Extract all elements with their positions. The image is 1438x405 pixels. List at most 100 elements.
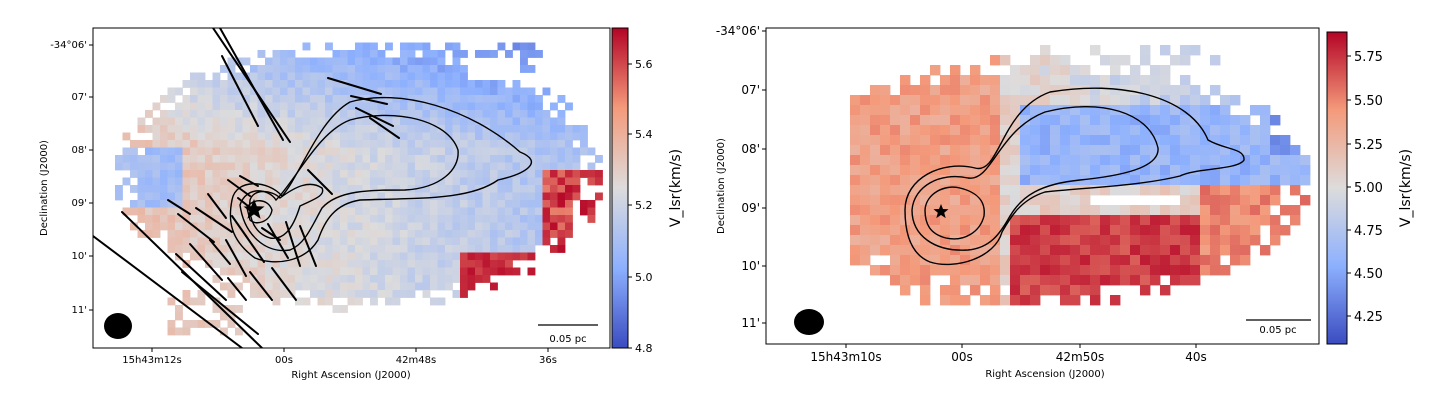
velocity-pixel — [512, 185, 521, 193]
velocity-pixel — [407, 252, 416, 261]
velocity-pixel — [347, 72, 356, 81]
velocity-pixel — [580, 200, 588, 208]
velocity-pixel — [490, 252, 498, 261]
velocity-pixel — [400, 215, 408, 223]
velocity-pixel — [467, 110, 476, 118]
velocity-pixel — [287, 200, 296, 208]
velocity-pixel — [520, 102, 528, 111]
velocity-pixel — [1020, 65, 1031, 76]
velocity-pixel — [960, 115, 971, 126]
velocity-pixel — [490, 155, 498, 163]
velocity-pixel — [340, 177, 348, 186]
velocity-pixel — [490, 215, 498, 223]
velocity-pixel — [930, 115, 941, 126]
velocity-pixel — [1250, 235, 1261, 246]
velocity-pixel — [220, 237, 228, 246]
velocity-pixel — [960, 225, 971, 236]
velocity-pixel — [482, 200, 491, 208]
velocity-pixel — [535, 177, 543, 186]
velocity-pixel — [152, 230, 161, 238]
velocity-pixel — [280, 50, 288, 58]
velocity-pixel — [1160, 205, 1171, 216]
velocity-pixel — [1080, 95, 1091, 106]
velocity-pixel — [1070, 225, 1081, 236]
velocity-pixel — [235, 282, 243, 291]
velocity-pixel — [437, 57, 446, 66]
velocity-pixel — [415, 267, 423, 276]
velocity-pixel — [1050, 165, 1061, 176]
velocity-pixel — [460, 252, 468, 261]
velocity-pixel — [870, 115, 881, 126]
velocity-pixel — [377, 185, 386, 193]
velocity-pixel — [355, 162, 363, 171]
velocity-pixel — [220, 260, 228, 268]
velocity-pixel — [295, 110, 303, 118]
velocity-pixel — [347, 230, 356, 238]
velocity-pixel — [160, 117, 168, 126]
y-axis-left — [89, 44, 93, 311]
velocity-pixel — [332, 252, 341, 261]
velocity-pixel — [1170, 115, 1181, 126]
velocity-pixel — [1200, 205, 1211, 216]
velocity-pixel — [900, 275, 911, 286]
velocity-pixel — [445, 72, 453, 81]
velocity-pixel — [990, 205, 1001, 216]
velocity-pixel — [445, 215, 453, 223]
velocity-pixel — [980, 105, 991, 116]
velocity-pixel — [250, 102, 258, 111]
velocity-pixel — [310, 252, 318, 261]
velocity-pixel — [452, 125, 461, 133]
velocity-pixel — [227, 117, 236, 126]
velocity-pixel — [400, 57, 408, 66]
velocity-pixel — [197, 290, 206, 298]
velocity-pixel — [302, 282, 311, 291]
velocity-pixel — [212, 117, 221, 126]
velocity-pixel — [1270, 165, 1281, 176]
velocity-pixel — [482, 162, 491, 171]
velocity-pixel — [557, 125, 566, 133]
velocity-pixel — [160, 207, 168, 216]
velocity-pixel — [1140, 155, 1151, 166]
velocity-pixel — [910, 165, 921, 176]
velocity-pixel — [970, 275, 981, 286]
velocity-pixel — [332, 282, 341, 291]
velocity-pixel — [272, 192, 281, 201]
velocity-pixel — [1140, 85, 1151, 96]
velocity-pixel — [1040, 235, 1051, 246]
velocity-pixel — [1040, 145, 1051, 156]
velocity-pixel — [1240, 205, 1251, 216]
velocity-pixel — [355, 110, 363, 118]
velocity-pixel — [1060, 75, 1071, 86]
velocity-pixel — [280, 245, 288, 253]
velocity-pixel — [460, 260, 468, 268]
velocity-pixel — [287, 65, 296, 73]
velocity-pixel — [940, 115, 951, 126]
velocity-pixel — [182, 95, 191, 103]
velocity-pixel — [340, 275, 348, 283]
velocity-pixel — [212, 185, 221, 193]
velocity-pixel — [325, 132, 333, 141]
velocity-pixel — [175, 327, 183, 336]
velocity-pixel — [227, 185, 236, 193]
velocity-pixel — [1050, 275, 1061, 286]
velocity-pixel — [265, 260, 273, 268]
velocity-pixel — [392, 102, 401, 111]
velocity-pixel — [332, 260, 341, 268]
velocity-pixel — [212, 140, 221, 148]
velocity-pixel — [1020, 105, 1031, 116]
velocity-pixel — [325, 57, 333, 66]
velocity-pixel — [482, 207, 491, 216]
velocity-pixel — [332, 237, 341, 246]
velocity-pixel — [1150, 235, 1161, 246]
velocity-pixel — [1230, 255, 1241, 266]
velocity-pixel — [175, 110, 183, 118]
velocity-pixel — [960, 105, 971, 116]
velocity-pixel — [415, 125, 423, 133]
velocity-pixel — [242, 252, 251, 261]
velocity-pixel — [512, 215, 521, 223]
velocity-pixel — [1080, 115, 1091, 126]
velocity-pixel — [520, 207, 528, 216]
velocity-pixel — [910, 95, 921, 106]
velocity-pixel — [505, 140, 513, 148]
velocity-pixel — [920, 165, 931, 176]
